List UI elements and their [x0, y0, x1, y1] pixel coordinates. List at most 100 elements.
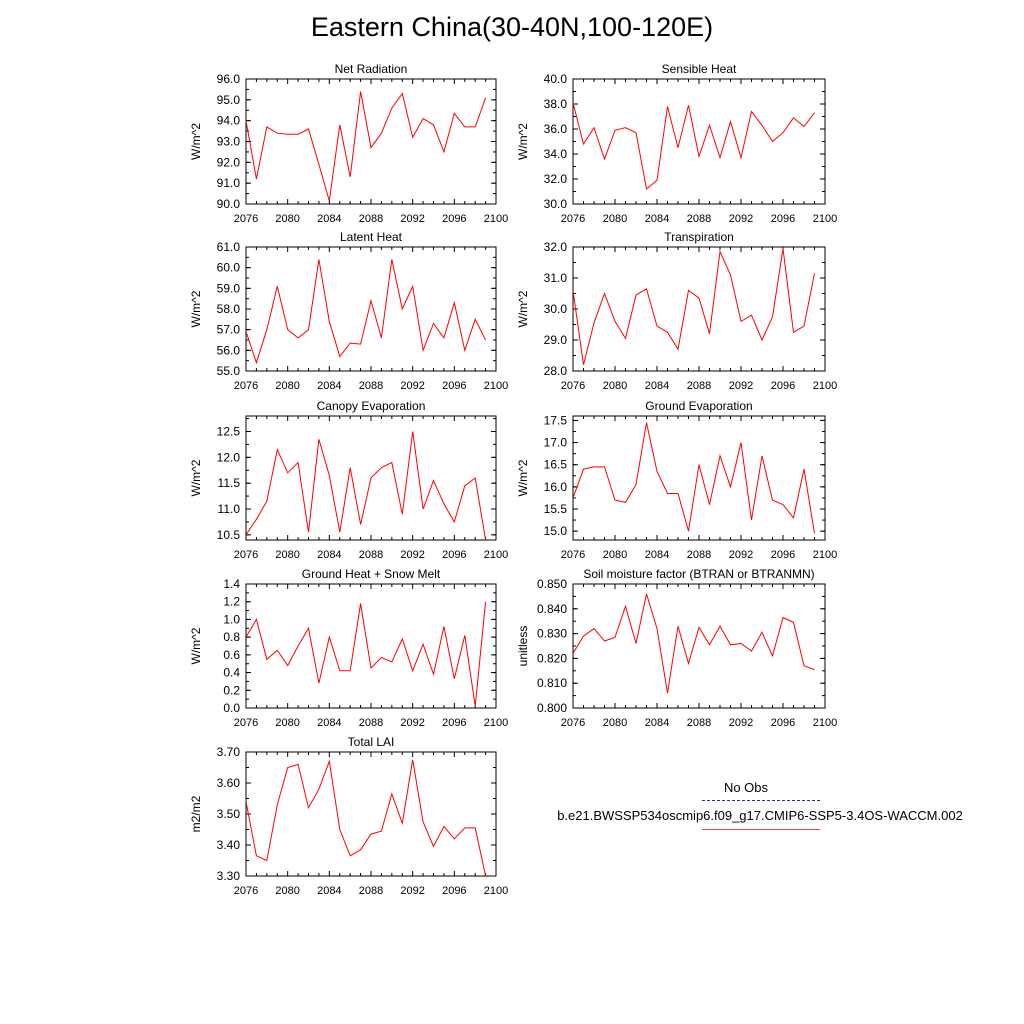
x-tick-label: 2080: [603, 717, 627, 729]
y-tick-label: 31.0: [544, 271, 568, 285]
y-tick-label: 32.0: [544, 172, 568, 186]
panel-title: Canopy Evaporation: [317, 399, 426, 413]
chart-panel-8: 2076 2080 2084 2088 2092 2096 2100 0.800 0.810 0.…: [516, 567, 837, 729]
series-line: [246, 91, 487, 202]
y-tick-label: 95.0: [217, 93, 241, 107]
y-tick-label: 0.840: [537, 602, 567, 616]
x-tick-label: 2084: [645, 380, 669, 392]
x-tick-label: 2088: [359, 549, 383, 561]
y-tick-label: 11.0: [218, 502, 241, 516]
x-tick-label: 2084: [645, 717, 669, 729]
y-tick-label: 28.0: [544, 364, 568, 378]
y-tick-label: 0.6: [223, 648, 240, 662]
y-tick-label: 11.5: [218, 476, 241, 490]
x-tick-label: 2076: [561, 213, 585, 225]
plot-frame: [245, 78, 497, 205]
x-tick-label: 2084: [645, 213, 669, 225]
x-tick-label: 2084: [317, 717, 341, 729]
chart-panel-4: 2076 2080 2084 2088 2092 2096 2100 28.0 29.0 30.0…: [516, 230, 837, 392]
x-tick-label: 2076: [234, 885, 258, 897]
y-axis-label: m2/m2: [189, 795, 203, 832]
y-axis-label: W/m^2: [189, 123, 203, 160]
y-tick-label: 0.0: [223, 701, 240, 715]
x-tick-label: 2096: [771, 717, 795, 729]
panel-title: Ground Heat + Snow Melt: [302, 567, 441, 581]
x-tick-label: 2076: [234, 717, 258, 729]
x-tick-label: 2096: [442, 213, 466, 225]
x-tick-label: 2092: [729, 549, 753, 561]
chart-panel-1: 2076 2080 2084 2088 2092 2096 2100 90.0 91.0 92.0…: [189, 62, 508, 225]
series-line: [246, 601, 487, 707]
x-tick-label: 2080: [275, 213, 299, 225]
y-tick-label: 34.0: [544, 147, 568, 161]
x-tick-label: 2080: [275, 380, 299, 392]
x-tick-label: 2076: [561, 380, 585, 392]
y-axis-label: W/m^2: [516, 290, 530, 327]
y-axis-label: W/m^2: [189, 290, 203, 327]
x-tick-label: 2084: [645, 549, 669, 561]
legend-case-label: b.e21.BWSSP534oscmip6.f09_g17.CMIP6-SSP5…: [557, 808, 963, 823]
plot-frame: [245, 751, 497, 877]
y-tick-label: 3.60: [217, 776, 241, 790]
series-line: [573, 593, 815, 694]
chart-panel-6: 2076 2080 2084 2088 2092 2096 2100 15.0 15.5 16.0…: [516, 399, 837, 561]
plot-frame: [245, 583, 497, 709]
y-axis-label: unitless: [516, 626, 530, 667]
x-tick-label: 2088: [687, 717, 711, 729]
x-tick-label: 2092: [729, 380, 753, 392]
x-tick-label: 2084: [317, 549, 341, 561]
y-tick-label: 12.0: [217, 450, 241, 464]
series-line: [573, 102, 815, 190]
y-tick-label: 36.0: [544, 122, 568, 136]
y-tick-label: 16.0: [544, 480, 568, 494]
x-tick-label: 2100: [484, 717, 508, 729]
x-tick-label: 2092: [729, 213, 753, 225]
y-tick-label: 0.850: [537, 577, 567, 591]
y-tick-label: 38.0: [544, 97, 568, 111]
plot-frame: [572, 415, 826, 541]
y-tick-label: 55.0: [217, 364, 241, 378]
x-tick-label: 2100: [813, 549, 837, 561]
y-tick-label: 0.2: [223, 683, 240, 697]
y-tick-label: 90.0: [217, 197, 241, 211]
y-axis-label: W/m^2: [516, 123, 530, 160]
x-tick-label: 2096: [771, 380, 795, 392]
x-tick-label: 2088: [687, 213, 711, 225]
y-tick-label: 0.820: [537, 651, 567, 665]
y-tick-label: 57.0: [217, 323, 241, 337]
series-line: [573, 248, 815, 365]
y-tick-label: 96.0: [217, 72, 241, 86]
x-tick-label: 2088: [687, 549, 711, 561]
y-tick-label: 0.800: [537, 701, 567, 715]
series-line: [246, 431, 487, 540]
panel-title: Soil moisture factor (BTRAN or BTRANMN): [583, 567, 814, 581]
x-tick-label: 2092: [400, 885, 424, 897]
y-tick-label: 15.0: [544, 524, 568, 538]
x-tick-label: 2076: [561, 717, 585, 729]
x-tick-label: 2096: [442, 885, 466, 897]
y-tick-label: 30.0: [544, 197, 568, 211]
x-tick-label: 2080: [603, 549, 627, 561]
x-tick-label: 2080: [603, 213, 627, 225]
y-tick-label: 91.0: [217, 176, 241, 190]
x-tick-label: 2088: [359, 380, 383, 392]
y-axis-label: W/m^2: [516, 459, 530, 496]
chart-panel-5: 2076 2080 2084 2088 2092 2096 2100 10.5 11.0 11.5…: [189, 399, 508, 561]
y-axis-label: W/m^2: [189, 459, 203, 496]
x-tick-label: 2096: [442, 380, 466, 392]
x-tick-label: 2080: [603, 380, 627, 392]
x-tick-label: 2088: [359, 213, 383, 225]
x-tick-label: 2076: [234, 380, 258, 392]
x-tick-label: 2100: [484, 380, 508, 392]
chart-panel-7: 2076 2080 2084 2088 2092 2096 2100 0.0 0.2 0.4 0.6…: [189, 567, 508, 729]
y-tick-label: 3.70: [217, 745, 241, 759]
y-tick-label: 12.5: [217, 425, 241, 439]
plot-frame: [572, 583, 826, 709]
y-tick-label: 15.5: [544, 502, 568, 516]
panel-title: Latent Heat: [340, 230, 403, 244]
x-tick-label: 2084: [317, 380, 341, 392]
plot-frame: [245, 246, 497, 372]
x-tick-label: 2076: [561, 549, 585, 561]
y-tick-label: 3.50: [217, 807, 241, 821]
